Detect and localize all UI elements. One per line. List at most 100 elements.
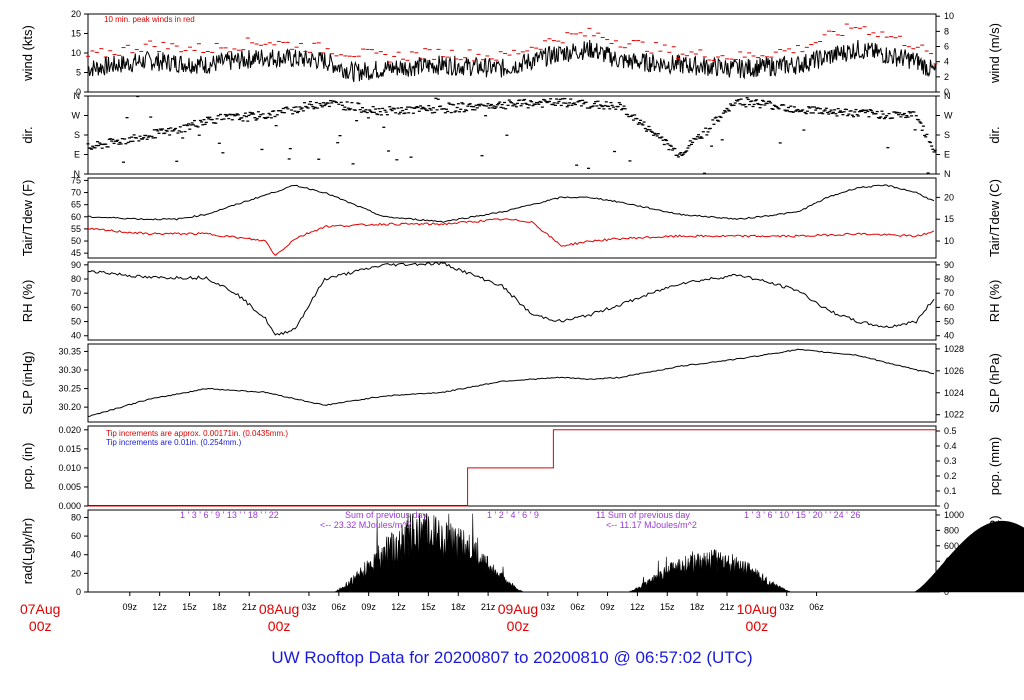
y-tick-label-6-2: 40 xyxy=(71,550,81,560)
y-tick-label-2-1: 50 xyxy=(71,236,81,246)
meteogram-svg: 0 5 10 15 20 0 2 4 6 8 10 wind (kts) wind (m/s) 10 mi… xyxy=(20,9,1024,634)
panel-frame-6 xyxy=(87,509,937,593)
x-tick-label-13: 06z xyxy=(570,602,585,612)
y-tick-label-5-0: 0.000 xyxy=(58,501,81,511)
y-tick-right-label-3-0: 40 xyxy=(944,331,954,341)
y-tick-right-label-5-5: 0.5 xyxy=(944,426,957,436)
dir-tick-label-1: E xyxy=(74,150,80,160)
tair-line xyxy=(87,184,935,223)
y-tick-label-0-1: 5 xyxy=(76,68,81,78)
dir-tick-label-0: N xyxy=(74,169,81,179)
rh-line xyxy=(87,261,935,336)
y-tick-right-label-6-4: 800 xyxy=(944,525,959,535)
y-tick-right-label-2-0: 10 xyxy=(944,236,954,246)
y-tick-right-label-0-3: 6 xyxy=(944,42,949,52)
y-tick-label-6-1: 20 xyxy=(71,568,81,578)
y-tick-right-label-4-2: 1026 xyxy=(944,366,964,376)
x-tick-label-6: 06z xyxy=(332,602,347,612)
rad-hours-1: 1 ' 2 ' 4 ' 6 ' 9 xyxy=(487,510,539,520)
pcp-annotation-blue: Tip increments are 0.01in. (0.254mm.) xyxy=(106,438,242,447)
y-tick-label-3-4: 80 xyxy=(71,274,81,284)
y-tick-label-2-3: 60 xyxy=(71,212,81,222)
y-tick-label-2-2: 55 xyxy=(71,224,81,234)
pcp-annotation-red: Tip increments are approx. 0.00171in. (0… xyxy=(106,429,288,438)
y-tick-label-6-3: 60 xyxy=(71,531,81,541)
y-tick-label-4-1: 30.25 xyxy=(58,384,81,394)
dir-tick-right-label-3: W xyxy=(944,111,953,121)
y-tick-right-label-5-4: 0.4 xyxy=(944,441,957,451)
y-tick-right-label-2-2: 20 xyxy=(944,192,954,202)
y-tick-label-2-4: 65 xyxy=(71,200,81,210)
y-tick-label-5-1: 0.005 xyxy=(58,482,81,492)
y-tick-label-3-3: 70 xyxy=(71,288,81,298)
y-tick-right-label-3-4: 80 xyxy=(944,274,954,284)
y-tick-label-3-0: 40 xyxy=(71,331,81,341)
x-tick-label-20: 06z xyxy=(809,602,824,612)
ylabel-5: pcp. (in) xyxy=(20,443,35,490)
y-tick-right-label-0-1: 2 xyxy=(944,72,949,82)
ylabel-right-1: dir. xyxy=(987,126,1002,143)
x-tick-label-17: 18z xyxy=(690,602,705,612)
ylabel-right-4: SLP (hPa) xyxy=(987,353,1002,413)
y-tick-right-label-5-0: 0 xyxy=(944,501,949,511)
ylabel-0: wind (kts) xyxy=(20,25,35,82)
date-label-time-0: 00z xyxy=(29,618,52,634)
date-label-day-2: 09Aug xyxy=(498,601,538,617)
y-tick-right-label-0-4: 8 xyxy=(944,26,949,36)
x-tick-label-9: 15z xyxy=(421,602,436,612)
rad-sum-value-0: <-- 23.32 MJoules/m^2 xyxy=(320,520,412,530)
y-tick-label-2-0: 45 xyxy=(71,248,81,258)
y-tick-right-label-0-2: 4 xyxy=(944,57,949,67)
y-tick-right-label-2-1: 15 xyxy=(944,214,954,224)
x-tick-label-18: 21z xyxy=(720,602,735,612)
y-tick-label-5-3: 0.015 xyxy=(58,444,81,454)
dir-tick-right-label-4: N xyxy=(944,91,951,101)
slp-line xyxy=(87,348,935,417)
y-tick-label-6-0: 0 xyxy=(76,587,81,597)
x-tick-label-2: 15z xyxy=(182,602,197,612)
date-label-time-3: 00z xyxy=(746,618,769,634)
y-tick-label-0-2: 10 xyxy=(71,48,81,58)
y-tick-right-label-3-3: 70 xyxy=(944,288,954,298)
wind-annotation: 10 min. peak winds in red xyxy=(104,15,195,24)
ylabel-right-3: RH (%) xyxy=(987,280,1002,323)
panel-frame-4 xyxy=(87,343,937,423)
ylabel-right-2: Tair/Tdew (C) xyxy=(987,179,1002,257)
rad-day-0 xyxy=(333,513,524,593)
dir-tick-label-2: S xyxy=(74,130,80,140)
x-tick-label-16: 15z xyxy=(660,602,675,612)
y-tick-right-label-6-5: 1000 xyxy=(944,510,964,520)
x-tick-label-4: 21z xyxy=(242,602,257,612)
date-label-day-0: 07Aug xyxy=(20,601,60,617)
y-tick-label-5-2: 0.010 xyxy=(58,463,81,473)
dir-tick-right-label-1: E xyxy=(944,150,950,160)
date-label-time-1: 00z xyxy=(268,618,291,634)
y-tick-label-6-4: 80 xyxy=(71,512,81,522)
x-tick-label-10: 18z xyxy=(451,602,466,612)
y-tick-label-3-1: 50 xyxy=(71,317,81,327)
x-tick-label-1: 12z xyxy=(152,602,167,612)
y-tick-label-0-0: 0 xyxy=(76,87,81,97)
date-label-time-2: 00z xyxy=(507,618,530,634)
ylabel-4: SLP (inHg) xyxy=(20,351,35,414)
date-label-day-1: 08Aug xyxy=(259,601,299,617)
y-tick-label-4-2: 30.30 xyxy=(58,365,81,375)
y-tick-label-3-5: 90 xyxy=(71,260,81,270)
rad-sum-label-0: Sum of previous day xyxy=(345,510,428,520)
rad-sum-value-1: <-- 11.17 MJoules/m^2 xyxy=(606,520,697,530)
x-tick-label-11: 21z xyxy=(481,602,496,612)
y-tick-label-5-4: 0.020 xyxy=(58,425,81,435)
y-tick-right-label-5-3: 0.3 xyxy=(944,456,957,466)
panel-frame-2 xyxy=(87,177,937,259)
footer-title: UW Rooftop Data for 20200807 to 20200810… xyxy=(271,648,753,667)
x-tick-label-15: 12z xyxy=(630,602,645,612)
y-tick-label-0-3: 15 xyxy=(71,29,81,39)
panel-frame-0 xyxy=(87,13,937,93)
y-tick-right-label-3-1: 50 xyxy=(944,317,954,327)
y-tick-right-label-4-1: 1024 xyxy=(944,388,964,398)
x-tick-label-5: 03z xyxy=(302,602,317,612)
x-tick-label-19: 03z xyxy=(779,602,794,612)
dir-tick-label-4: N xyxy=(74,91,81,101)
rad-day-2 xyxy=(913,520,1024,593)
dir-tick-right-label-2: S xyxy=(944,130,950,140)
